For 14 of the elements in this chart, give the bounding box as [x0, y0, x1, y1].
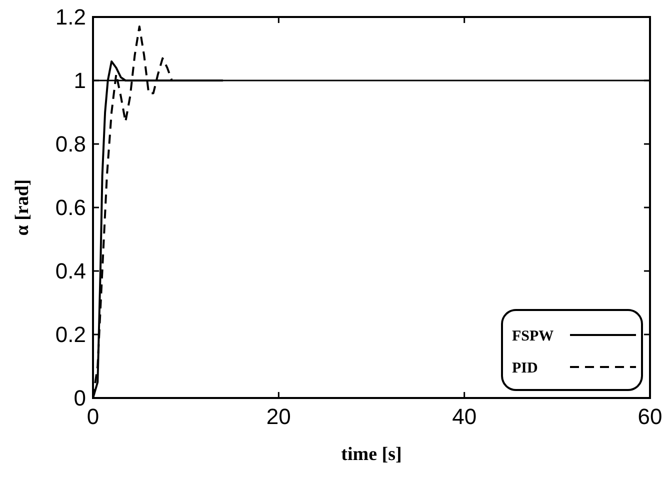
y-tick-label: 0.4	[55, 258, 86, 284]
legend-label: FSPW	[512, 328, 554, 344]
y-tick-label: 0.2	[55, 322, 86, 348]
x-tick-label: 60	[638, 404, 662, 429]
x-axis-title: time [s]	[341, 444, 402, 465]
y-axis-title: α [rad]	[12, 179, 33, 236]
x-tick-label: 20	[266, 404, 291, 429]
y-tick-label: 0	[74, 386, 86, 411]
legend-label: PID	[512, 360, 538, 376]
y-tick-label: 0.8	[55, 132, 86, 157]
y-tick-label: 1.2	[55, 4, 86, 30]
y-tick-label: 1	[74, 68, 86, 94]
x-tick-label: 40	[452, 404, 477, 429]
y-tick-label: 0.6	[55, 195, 86, 220]
